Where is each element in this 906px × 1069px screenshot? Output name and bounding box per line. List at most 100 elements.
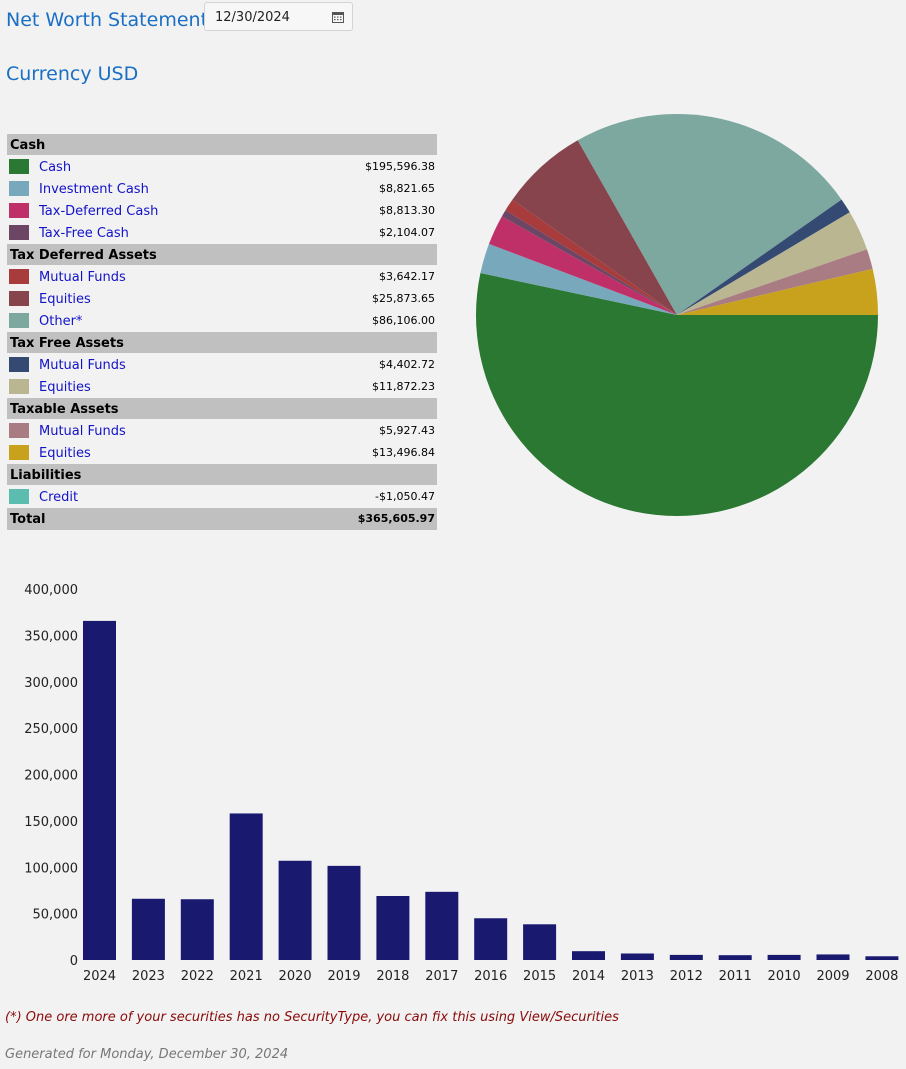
color-swatch xyxy=(9,423,29,438)
x-tick-label: 2023 xyxy=(132,969,165,984)
bar[interactable] xyxy=(83,620,116,960)
pie-slice[interactable] xyxy=(677,249,873,315)
bar[interactable] xyxy=(425,891,459,960)
total-label: Total xyxy=(10,512,46,527)
y-tick-label: 150,000 xyxy=(24,815,78,830)
x-tick-label: 2020 xyxy=(279,969,312,984)
x-tick-label: 2008 xyxy=(865,969,898,984)
row-value: $195,596.38 xyxy=(365,160,435,173)
bar[interactable] xyxy=(865,956,899,960)
color-swatch xyxy=(9,379,29,394)
pie-slice[interactable] xyxy=(488,216,677,315)
x-tick-label: 2009 xyxy=(816,969,849,984)
x-tick-label: 2019 xyxy=(327,969,360,984)
row-link[interactable]: Equities xyxy=(39,380,91,395)
bar[interactable] xyxy=(131,898,165,960)
net-worth-table: Cash Cash $195,596.38 Investment Cash $8,821… xyxy=(7,134,437,530)
color-swatch xyxy=(9,203,29,218)
row-value: $8,813.30 xyxy=(379,204,435,217)
x-tick-label: 2014 xyxy=(572,969,605,984)
row-link[interactable]: Investment Cash xyxy=(39,182,149,197)
currency-label: Currency USD xyxy=(6,63,139,85)
table-row: Mutual Funds $4,402.72 xyxy=(7,354,437,376)
bar[interactable] xyxy=(816,954,850,960)
pie-slice[interactable] xyxy=(512,140,677,315)
x-tick-label: 2011 xyxy=(719,969,752,984)
row-value: $11,872.23 xyxy=(372,380,435,393)
row-link[interactable]: Equities xyxy=(39,292,91,307)
pie-slice[interactable] xyxy=(476,273,878,516)
table-row: Investment Cash $8,821.65 xyxy=(7,178,437,200)
x-tick-label: 2012 xyxy=(670,969,703,984)
bar[interactable] xyxy=(474,918,508,960)
section-heading: Cash xyxy=(7,134,437,155)
section-heading: Liabilities xyxy=(7,464,437,485)
bar[interactable] xyxy=(572,951,605,960)
net-worth-history-bar-chart: 0 50,000 100,000 150,000 200,000 250,000 300,0… xyxy=(24,583,899,984)
table-row: Equities $25,873.65 xyxy=(7,288,437,310)
table-row: Other* $86,106.00 xyxy=(7,310,437,332)
row-link[interactable]: Mutual Funds xyxy=(39,358,126,373)
pie-slice[interactable] xyxy=(501,210,677,315)
row-value: $13,496.84 xyxy=(372,446,435,459)
color-swatch xyxy=(9,357,29,372)
color-swatch xyxy=(9,225,29,240)
date-value[interactable]: 12/30/2024 xyxy=(215,10,290,25)
x-tick-label: 2018 xyxy=(376,969,409,984)
color-swatch xyxy=(9,159,29,174)
row-link[interactable]: Cash xyxy=(39,160,72,175)
page-title: Net Worth Statement xyxy=(6,9,209,31)
table-row: Tax-Deferred Cash $8,813.30 xyxy=(7,200,437,222)
x-tick-label: 2021 xyxy=(230,969,263,984)
x-tick-label: 2022 xyxy=(181,969,214,984)
y-tick-label: 200,000 xyxy=(24,769,78,784)
bar[interactable] xyxy=(327,865,361,960)
color-swatch xyxy=(9,291,29,306)
date-picker[interactable]: 12/30/2024 xyxy=(204,2,353,31)
bar[interactable] xyxy=(278,860,312,960)
row-value: -$1,050.47 xyxy=(375,490,435,503)
section-heading: Tax Free Assets xyxy=(7,332,437,353)
bar[interactable] xyxy=(229,813,263,960)
security-type-note: (*) One ore more of your securities has … xyxy=(5,1010,619,1025)
pie-slice[interactable] xyxy=(480,243,677,315)
x-tick-label: 2015 xyxy=(523,969,556,984)
y-tick-label: 400,000 xyxy=(24,583,78,598)
x-tick-label: 2016 xyxy=(474,969,507,984)
bar[interactable] xyxy=(767,954,801,960)
row-link[interactable]: Tax-Deferred Cash xyxy=(39,204,159,219)
bar[interactable] xyxy=(376,896,410,960)
table-row: Mutual Funds $3,642.17 xyxy=(7,266,437,288)
row-link[interactable]: Tax-Free Cash xyxy=(39,226,129,241)
pie-slice[interactable] xyxy=(677,268,878,315)
y-tick-label: 100,000 xyxy=(24,861,78,876)
row-link[interactable]: Other* xyxy=(39,314,83,329)
calendar-icon[interactable] xyxy=(332,11,344,23)
pie-slice[interactable] xyxy=(677,212,867,315)
bar[interactable] xyxy=(669,954,703,960)
row-value: $8,821.65 xyxy=(379,182,435,195)
total-value: $365,605.97 xyxy=(357,512,435,525)
y-tick-label: 0 xyxy=(70,954,78,969)
generated-date: Generated for Monday, December 30, 2024 xyxy=(5,1047,289,1062)
x-tick-label: 2013 xyxy=(621,969,654,984)
table-row: Equities $13,496.84 xyxy=(7,442,437,464)
pie-slice[interactable] xyxy=(577,114,842,316)
x-tick-label: 2010 xyxy=(768,969,801,984)
row-link[interactable]: Credit xyxy=(39,490,79,505)
bar[interactable] xyxy=(523,924,557,960)
color-swatch xyxy=(9,313,29,328)
table-row: Tax-Free Cash $2,104.07 xyxy=(7,222,437,244)
section-heading: Taxable Assets xyxy=(7,398,437,419)
row-link[interactable]: Mutual Funds xyxy=(39,270,126,285)
bar[interactable] xyxy=(180,899,214,960)
row-link[interactable]: Mutual Funds xyxy=(39,424,126,439)
row-value: $86,106.00 xyxy=(372,314,435,327)
row-value: $25,873.65 xyxy=(372,292,435,305)
color-swatch xyxy=(9,445,29,460)
pie-slice[interactable] xyxy=(677,199,850,315)
row-link[interactable]: Equities xyxy=(39,446,91,461)
bar[interactable] xyxy=(718,955,752,960)
pie-slice[interactable] xyxy=(505,199,677,315)
bar[interactable] xyxy=(620,953,654,960)
